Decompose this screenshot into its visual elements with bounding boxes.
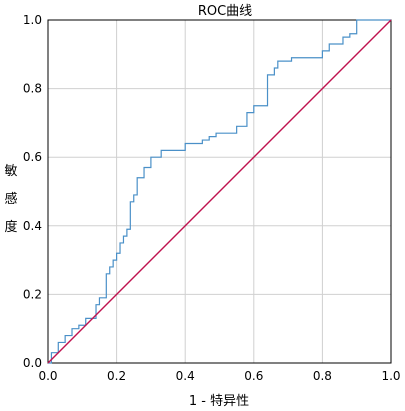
x-tick-label: 0.0 — [38, 369, 57, 383]
chart-title: ROC曲线 — [198, 4, 252, 19]
y-tick-label: 0.6 — [23, 150, 42, 164]
y-axis-label-char: 度 — [4, 219, 17, 235]
y-axis-ticks: 0.0 0.2 0.4 0.6 0.8 1.0 — [23, 13, 42, 370]
x-tick-label: 0.8 — [313, 369, 332, 383]
x-axis-label: 1 - 特异性 — [189, 394, 249, 409]
grid — [48, 20, 391, 363]
x-tick-label: 0.4 — [176, 369, 195, 383]
y-tick-label: 1.0 — [23, 13, 42, 27]
y-tick-label: 0.2 — [23, 287, 42, 301]
reference-line — [47, 19, 392, 364]
x-tick-label: 0.2 — [107, 369, 126, 383]
y-tick-label: 0.0 — [23, 356, 42, 370]
x-tick-label: 0.6 — [244, 369, 263, 383]
y-tick-label: 0.4 — [23, 219, 42, 233]
series-layer — [47, 19, 392, 364]
y-axis-label: 敏感度 — [4, 164, 17, 235]
x-axis-ticks: 0.0 0.2 0.4 0.6 0.8 1.0 — [38, 369, 400, 383]
x-tick-label: 1.0 — [381, 369, 400, 383]
roc-curve — [48, 19, 391, 364]
y-tick-label: 0.8 — [23, 82, 42, 96]
plot-frame — [47, 19, 392, 364]
y-axis-label-char: 敏 — [4, 164, 17, 179]
y-axis-label-char: 感 — [4, 191, 17, 207]
